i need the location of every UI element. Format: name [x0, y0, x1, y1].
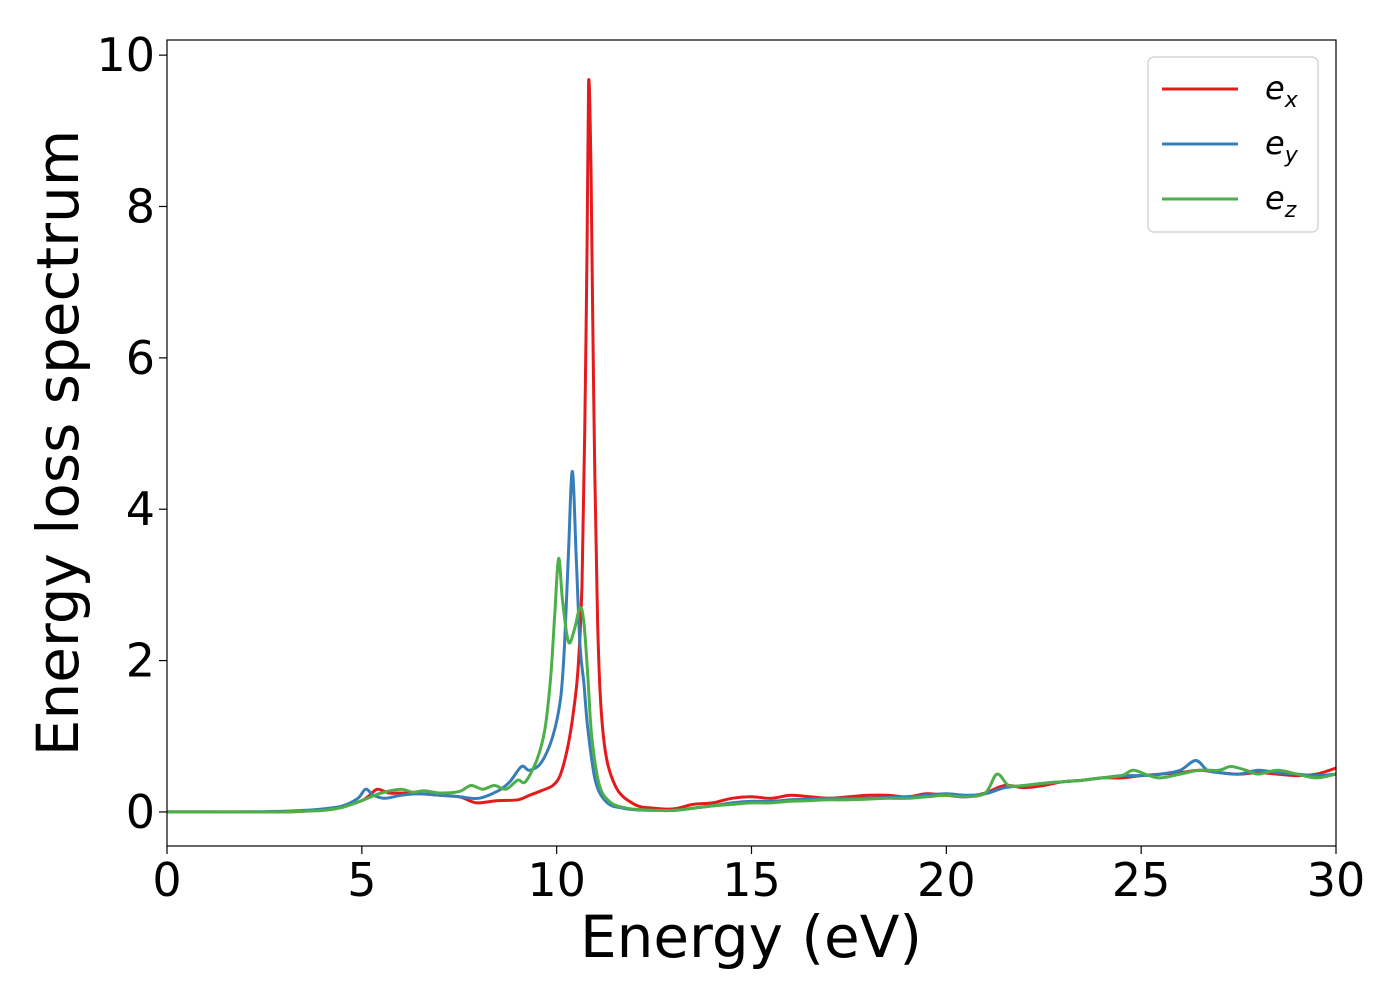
x-tick-label: 10 — [527, 853, 586, 907]
y-tick-label: 2 — [126, 634, 155, 688]
y-tick-label: 8 — [126, 179, 155, 233]
y-axis-ticks: 0 2 4 6 8 10 — [96, 28, 167, 839]
x-tick-label: 30 — [1307, 853, 1366, 907]
x-tick-label: 25 — [1112, 853, 1171, 907]
y-tick-label: 4 — [126, 482, 155, 536]
x-tick-label: 5 — [347, 853, 376, 907]
x-tick-label: 0 — [152, 853, 181, 907]
x-tick-label: 20 — [917, 853, 976, 907]
x-axis-ticks: 0 5 10 15 20 25 30 — [152, 846, 1365, 907]
plot-area — [167, 40, 1336, 846]
y-axis-title: Energy loss spectrum — [24, 130, 92, 756]
x-tick-label: 15 — [722, 853, 781, 907]
series-layer — [166, 78, 1337, 814]
y-tick-label: 0 — [126, 785, 155, 839]
x-axis-title: Energy (eV) — [580, 903, 922, 971]
y-tick-label: 10 — [96, 28, 155, 82]
y-tick-label: 6 — [126, 331, 155, 385]
series-line-ez — [166, 556, 1337, 814]
